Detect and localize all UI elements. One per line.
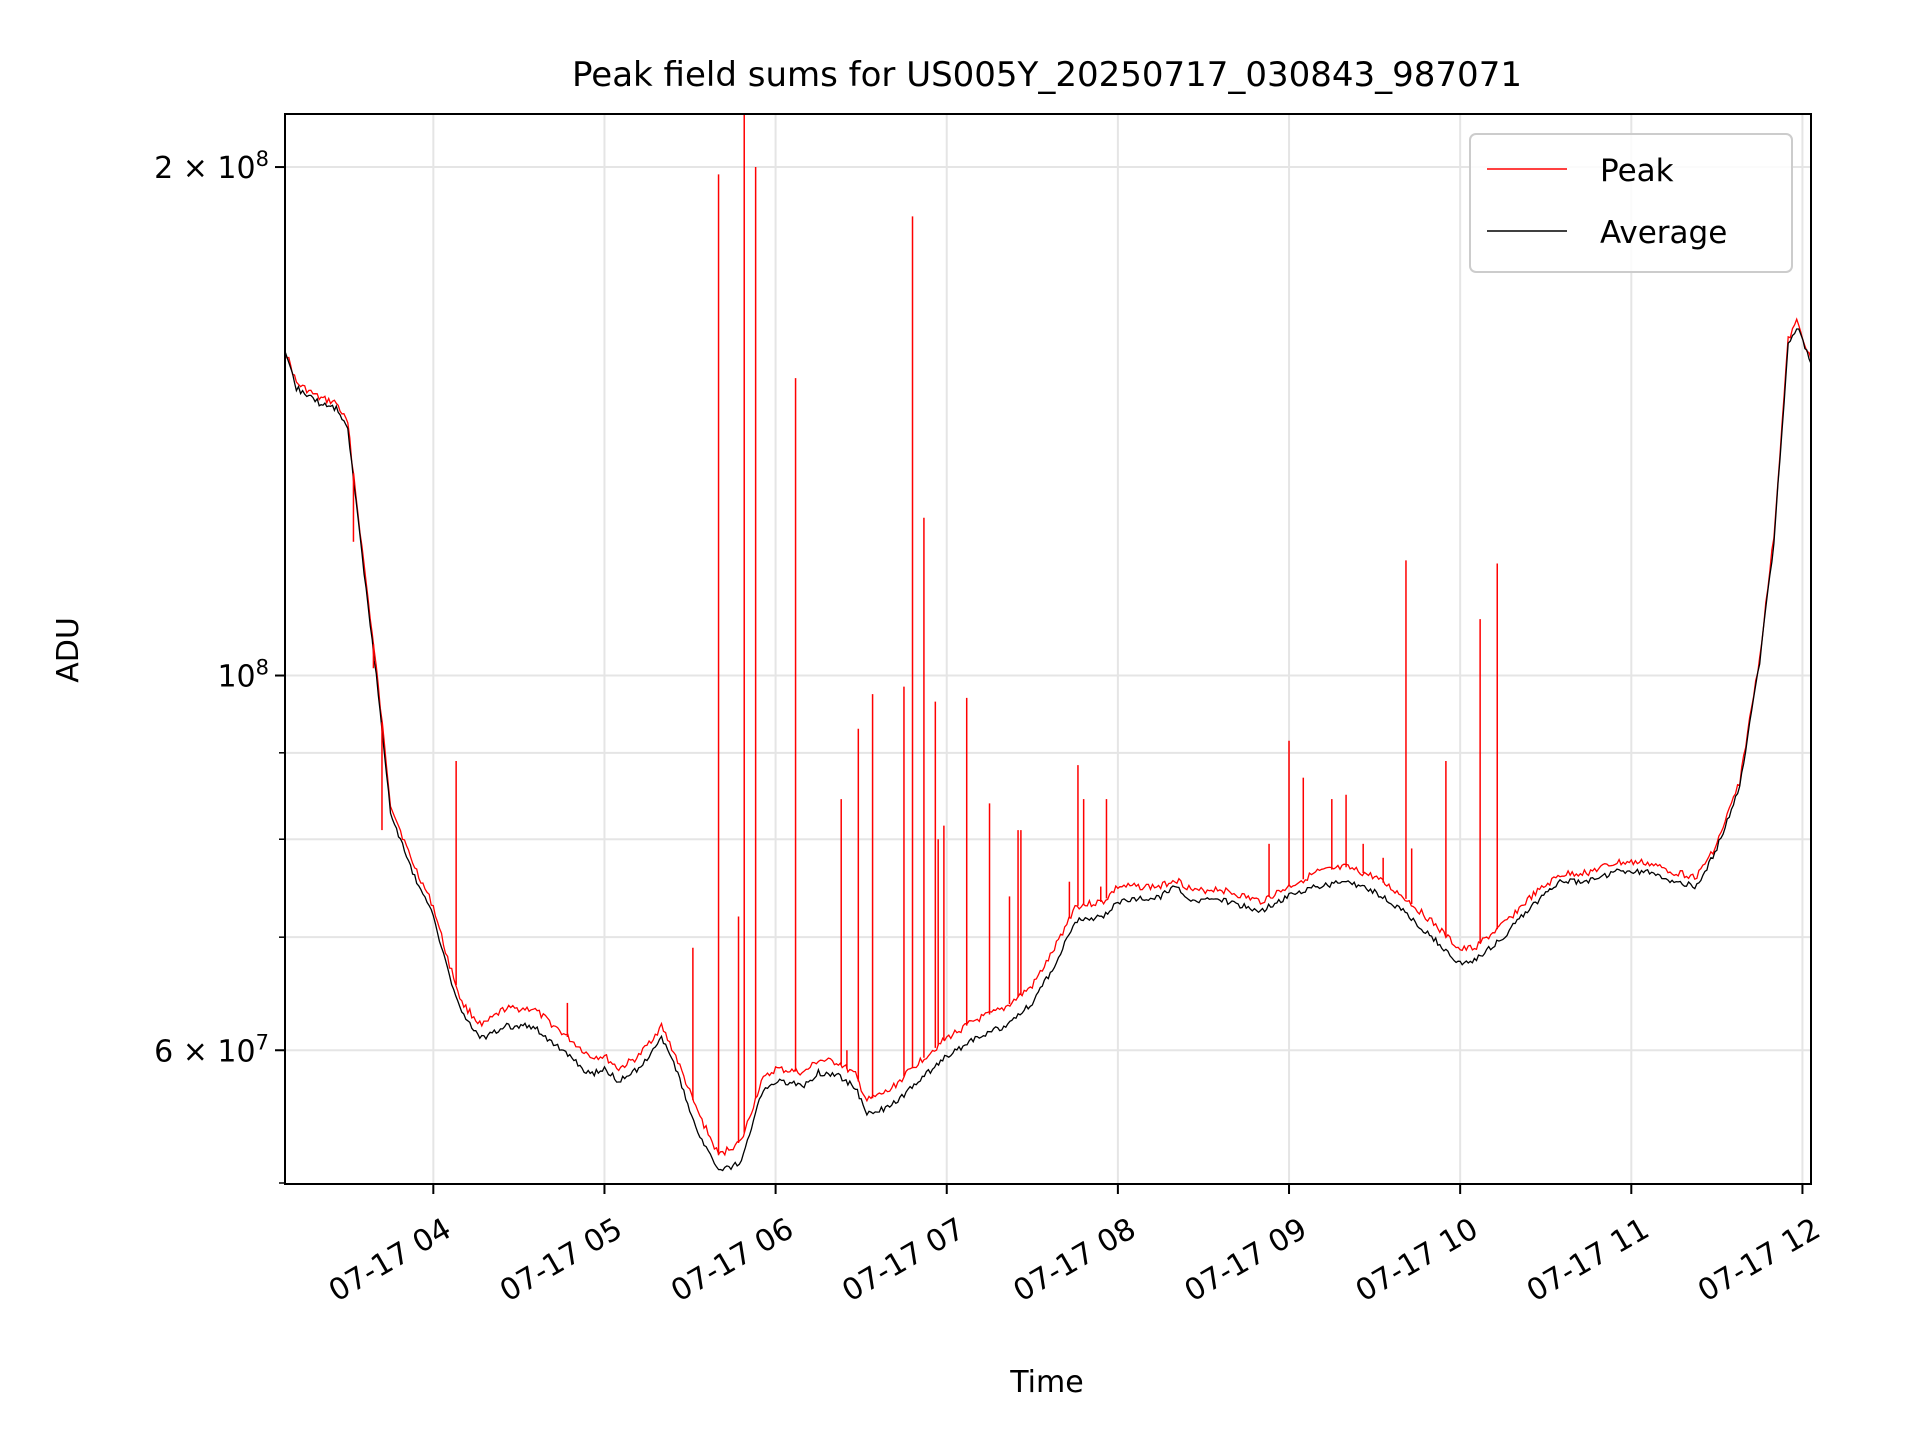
legend: Peak Average <box>1469 133 1793 273</box>
x-axis-label: Time <box>1009 1365 1083 1400</box>
y-tick-label: 108 <box>217 656 269 695</box>
legend-label-peak: Peak <box>1600 153 1674 189</box>
grid-lines <box>285 114 1811 1184</box>
y-tick-label: 6 × 107 <box>154 1030 269 1069</box>
legend-label-average: Average <box>1600 215 1727 251</box>
series-average-line <box>284 328 1812 1172</box>
chart-title: Peak field sums for US005Y_20250717_0308… <box>572 55 1522 95</box>
y-tick-label: 2 × 108 <box>154 147 269 186</box>
plot-series <box>284 114 1812 1172</box>
y-axis-label: ADU <box>51 617 86 683</box>
y-axis: 6 × 107 108 2 × 108 <box>154 147 285 1184</box>
series-peak-line <box>284 317 1812 1157</box>
plot-frame <box>284 113 1812 1185</box>
